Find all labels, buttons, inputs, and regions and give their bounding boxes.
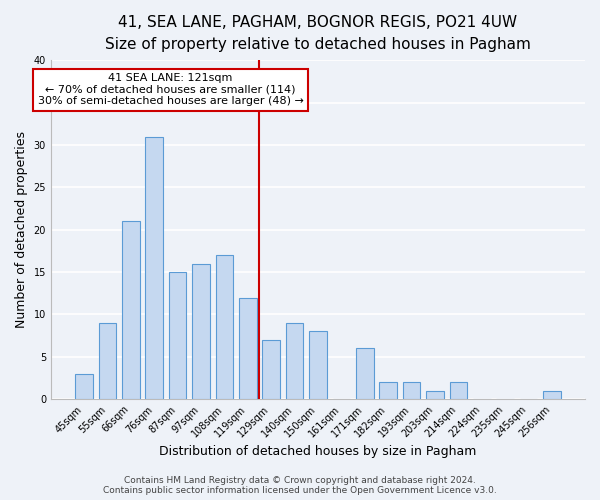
Bar bbox=[192, 264, 210, 399]
Bar bbox=[262, 340, 280, 399]
Bar bbox=[379, 382, 397, 399]
Bar bbox=[403, 382, 421, 399]
Bar bbox=[239, 298, 257, 399]
Bar bbox=[356, 348, 374, 399]
Bar bbox=[98, 323, 116, 399]
Bar bbox=[75, 374, 93, 399]
Bar bbox=[449, 382, 467, 399]
Bar bbox=[215, 255, 233, 399]
Bar bbox=[122, 222, 140, 399]
Text: Contains HM Land Registry data © Crown copyright and database right 2024.
Contai: Contains HM Land Registry data © Crown c… bbox=[103, 476, 497, 495]
Text: 41 SEA LANE: 121sqm
← 70% of detached houses are smaller (114)
30% of semi-detac: 41 SEA LANE: 121sqm ← 70% of detached ho… bbox=[38, 73, 304, 106]
Bar bbox=[145, 136, 163, 399]
Bar bbox=[426, 390, 444, 399]
Title: 41, SEA LANE, PAGHAM, BOGNOR REGIS, PO21 4UW
Size of property relative to detach: 41, SEA LANE, PAGHAM, BOGNOR REGIS, PO21… bbox=[105, 15, 531, 52]
Bar bbox=[309, 332, 327, 399]
Bar bbox=[543, 390, 561, 399]
Bar bbox=[286, 323, 304, 399]
Bar bbox=[169, 272, 187, 399]
X-axis label: Distribution of detached houses by size in Pagham: Distribution of detached houses by size … bbox=[159, 444, 476, 458]
Y-axis label: Number of detached properties: Number of detached properties bbox=[15, 131, 28, 328]
